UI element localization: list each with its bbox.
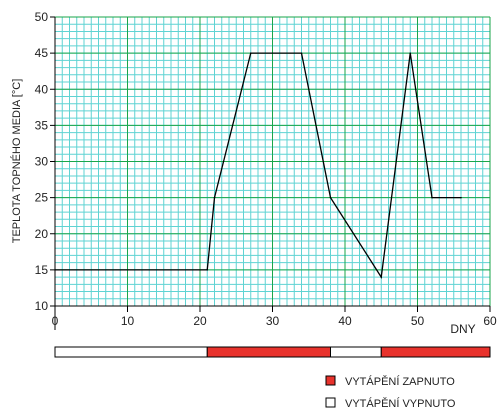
temperature-point — [431, 196, 433, 199]
y-tick-label: 45 — [35, 46, 49, 60]
y-tick-label: 20 — [35, 227, 49, 241]
y-tick-label: 50 — [35, 10, 49, 24]
axes — [50, 16, 491, 330]
legend-label-heating-off: VYTÁPĚNÍ VYPNUTO — [345, 397, 456, 410]
y-tick-label: 10 — [35, 299, 49, 313]
x-tick-label: 10 — [121, 314, 135, 328]
y-tick-label: 25 — [35, 191, 49, 205]
heating-off-segment — [54, 346, 208, 358]
legend-swatch-heating-on — [325, 375, 336, 386]
x-tick-label: 20 — [193, 314, 207, 328]
temperature-point — [409, 52, 412, 54]
x-tick-label: 40 — [338, 314, 352, 328]
temperature-point — [249, 52, 252, 54]
legend: VYTÁPĚNÍ ZAPNUTO VYTÁPĚNÍ VYPNUTO — [325, 375, 456, 410]
heating-off-segment — [330, 346, 382, 358]
temperature-point — [460, 196, 462, 199]
x-tick-label: 0 — [52, 314, 59, 328]
y-tick-labels: 10 15 20 25 30 35 40 45 50 — [35, 10, 49, 313]
temperature-point — [300, 52, 303, 54]
temperature-point — [54, 269, 56, 271]
x-tick-label: 50 — [411, 314, 425, 328]
y-axis-label: TEPLOTA TOPNÉHO MEDIA [°C] — [10, 79, 23, 244]
y-tick-label: 30 — [35, 155, 49, 169]
temperature-point — [380, 276, 383, 278]
heating-on-segment — [206, 346, 331, 358]
temperature-point — [329, 196, 332, 199]
y-tick-label: 15 — [35, 263, 49, 277]
legend-swatch-heating-off — [325, 397, 336, 408]
legend-label-heating-on: VYTÁPĚNÍ ZAPNUTO — [345, 375, 455, 388]
temperature-point — [213, 196, 216, 199]
x-tick-labels: 0 10 20 30 40 50 60 — [52, 314, 497, 328]
temperature-point — [206, 269, 209, 271]
heating-bar — [54, 346, 491, 358]
x-tick-label: 60 — [483, 314, 497, 328]
y-tick-label: 40 — [35, 82, 49, 96]
y-tick-label: 35 — [35, 118, 49, 132]
x-axis-label: DNY — [450, 322, 475, 336]
x-tick-label: 30 — [266, 314, 280, 328]
data-line-group — [54, 52, 462, 279]
heating-on-segment — [380, 346, 491, 358]
temperature-line — [55, 52, 461, 279]
